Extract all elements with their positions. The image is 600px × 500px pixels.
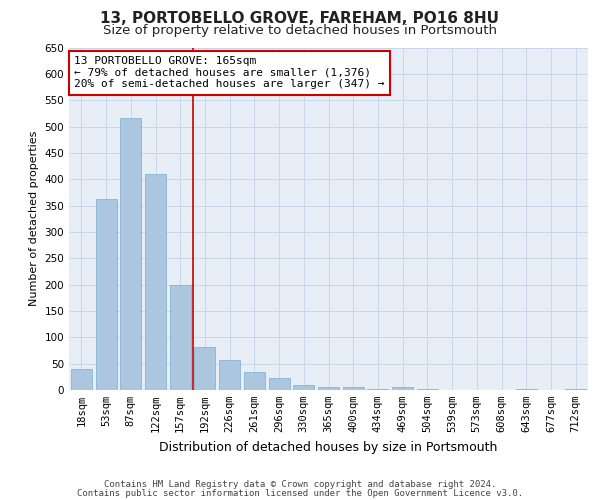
Bar	[219, 360, 240, 390]
Bar	[565, 389, 586, 390]
Bar	[269, 378, 290, 390]
Bar	[71, 369, 92, 390]
Text: Contains HM Land Registry data © Crown copyright and database right 2024.: Contains HM Land Registry data © Crown c…	[104, 480, 496, 489]
Text: Size of property relative to detached houses in Portsmouth: Size of property relative to detached ho…	[103, 24, 497, 37]
Bar	[120, 118, 141, 390]
Text: 13 PORTOBELLO GROVE: 165sqm
← 79% of detached houses are smaller (1,376)
20% of : 13 PORTOBELLO GROVE: 165sqm ← 79% of det…	[74, 56, 385, 90]
Bar	[343, 388, 364, 390]
Bar	[145, 174, 166, 390]
Bar	[293, 386, 314, 390]
Bar	[95, 198, 116, 390]
X-axis label: Distribution of detached houses by size in Portsmouth: Distribution of detached houses by size …	[160, 440, 497, 454]
Y-axis label: Number of detached properties: Number of detached properties	[29, 131, 39, 306]
Bar	[318, 388, 339, 390]
Bar	[244, 372, 265, 390]
Text: 13, PORTOBELLO GROVE, FAREHAM, PO16 8HU: 13, PORTOBELLO GROVE, FAREHAM, PO16 8HU	[101, 11, 499, 26]
Bar	[392, 388, 413, 390]
Text: Contains public sector information licensed under the Open Government Licence v3: Contains public sector information licen…	[77, 489, 523, 498]
Bar	[516, 389, 537, 390]
Bar	[170, 284, 191, 390]
Bar	[194, 347, 215, 390]
